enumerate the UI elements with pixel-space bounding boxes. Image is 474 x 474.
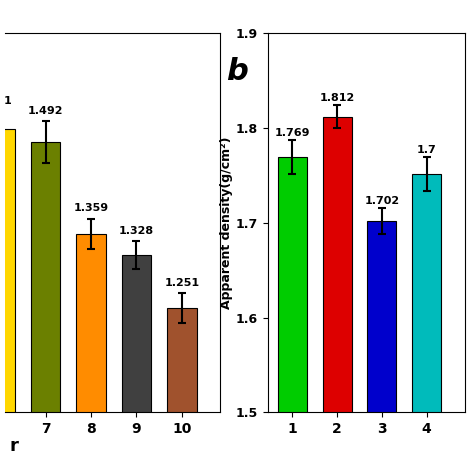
Bar <box>367 221 396 474</box>
Text: 1.251: 1.251 <box>164 278 200 288</box>
Text: 1.359: 1.359 <box>73 203 109 213</box>
Text: 1.812: 1.812 <box>319 93 355 103</box>
Y-axis label: Apparent density(g/cm²): Apparent density(g/cm²) <box>220 137 233 309</box>
Text: 1.769: 1.769 <box>274 128 310 138</box>
Bar <box>76 234 106 474</box>
Bar <box>412 174 441 474</box>
Text: 1: 1 <box>4 96 11 106</box>
Bar <box>31 142 60 474</box>
Text: 1.702: 1.702 <box>364 196 400 206</box>
Bar <box>167 308 197 474</box>
Text: 1.7: 1.7 <box>417 146 437 155</box>
Bar <box>278 157 307 474</box>
Bar <box>0 129 15 474</box>
Text: b: b <box>226 57 248 86</box>
Text: 1.328: 1.328 <box>119 226 154 236</box>
Text: 1.492: 1.492 <box>28 106 64 116</box>
Bar <box>323 117 352 474</box>
Text: r: r <box>9 437 18 455</box>
Bar <box>122 255 151 474</box>
